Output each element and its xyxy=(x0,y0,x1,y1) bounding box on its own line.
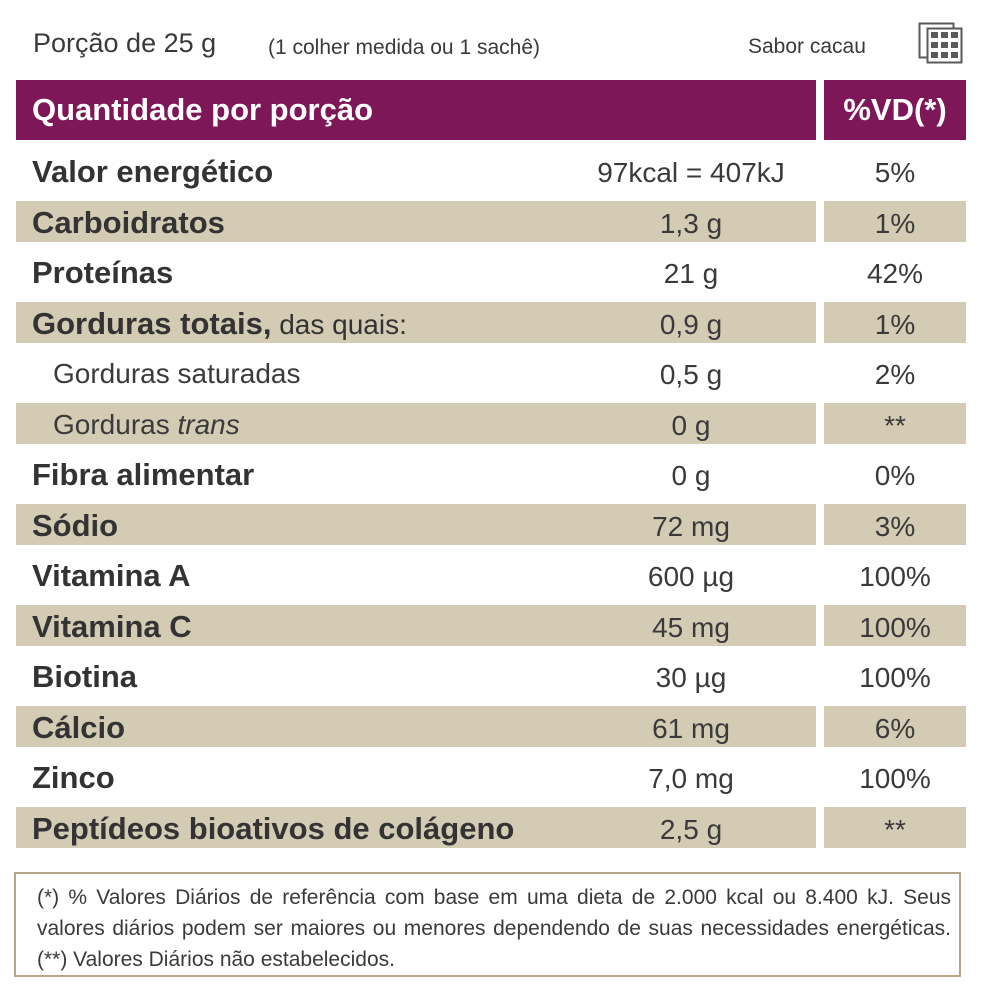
table-row: Gorduras saturadas 0,5 g 2% xyxy=(16,350,966,401)
table-row: Gorduras trans 0 g ** xyxy=(16,401,966,452)
nutrient-name: Valor energético xyxy=(32,154,274,189)
table-row: Cálcio 61 mg 6% xyxy=(16,704,966,755)
nutrient-vd: 5% xyxy=(874,157,916,188)
table-row: Proteínas 21 g 42% xyxy=(16,249,966,300)
table-header: Quantidade por porção %VD(*) xyxy=(16,80,966,140)
table-row: Zinco 7,0 mg 100% xyxy=(16,754,966,805)
nutrient-name: Vitamina A xyxy=(32,558,191,593)
nutrient-vd: 6% xyxy=(874,712,916,744)
nutrient-quantity: 97kcal = 407kJ xyxy=(597,157,785,188)
nutrient-name: Gorduras totais, das quais: xyxy=(32,306,407,342)
nutrient-name-italic: trans xyxy=(177,408,240,440)
nutrient-quantity: 45 mg xyxy=(652,611,730,643)
nutrient-vd: 2% xyxy=(874,359,916,390)
nutrient-vd: ** xyxy=(884,409,906,441)
nutrient-name: Proteínas xyxy=(32,255,174,290)
nutrition-table: Valor energético 97kcal = 407kJ 5% Carbo… xyxy=(16,148,966,855)
nutrient-name: Zinco xyxy=(32,760,115,795)
nutrient-name-main: Gorduras xyxy=(53,408,170,440)
table-row: Biotina 30 µg 100% xyxy=(16,653,966,704)
serving-header: Porção de 25 g (1 colher medida ou 1 sac… xyxy=(0,22,1000,72)
nutrient-quantity: 21 g xyxy=(663,258,719,289)
nutrient-vd: 1% xyxy=(874,308,916,340)
nutrient-quantity: 2,5 g xyxy=(659,813,723,845)
chocolate-bar-icon xyxy=(918,22,963,64)
serving-size: Porção de 25 g xyxy=(33,28,217,58)
table-row: Vitamina A 600 µg 100% xyxy=(16,552,966,603)
nutrient-name: Carboidratos xyxy=(32,204,225,240)
footnote-text: (*) % Valores Diários de referência com … xyxy=(37,886,951,971)
nutrient-vd: 100% xyxy=(859,611,931,643)
nutrient-quantity: 0 g xyxy=(671,409,711,441)
table-row: Gorduras totais, das quais: 0,9 g 1% xyxy=(16,300,966,351)
nutrient-quantity: 30 µg xyxy=(655,662,727,693)
nutrient-quantity: 61 mg xyxy=(652,712,730,744)
table-row: Vitamina C 45 mg 100% xyxy=(16,603,966,654)
nutrient-vd: 3% xyxy=(874,510,916,542)
table-row: Peptídeos bioativos de colágeno 2,5 g ** xyxy=(16,805,966,856)
table-row: Fibra alimentar 0 g 0% xyxy=(16,451,966,502)
header-vd-cell: %VD(*) xyxy=(824,80,966,140)
nutrient-quantity: 0,9 g xyxy=(659,308,723,340)
header-vd: %VD(*) xyxy=(843,92,947,127)
nutrient-quantity: 1,3 g xyxy=(659,207,723,239)
nutrient-vd: 1% xyxy=(874,207,916,239)
table-row: Carboidratos 1,3 g 1% xyxy=(16,199,966,250)
nutrient-name: Biotina xyxy=(32,659,138,694)
nutrient-name: Gorduras trans xyxy=(53,409,240,441)
nutrient-name-suffix: das quais: xyxy=(271,308,407,340)
nutrient-name: Peptídeos bioativos de colágeno xyxy=(32,810,515,846)
nutrient-quantity: 72 mg xyxy=(652,510,730,542)
nutrient-vd: 42% xyxy=(866,258,924,289)
nutrient-name: Gorduras saturadas xyxy=(53,358,301,389)
nutrient-vd: 100% xyxy=(859,662,931,693)
nutrient-vd: ** xyxy=(884,813,906,845)
nutrient-quantity: 600 µg xyxy=(647,561,735,592)
nutrient-name-main: Gorduras totais, xyxy=(32,305,272,341)
table-row: Sódio 72 mg 3% xyxy=(16,502,966,553)
header-quantity-cell: Quantidade por porção xyxy=(16,80,816,140)
flavor-label: Sabor cacau xyxy=(748,35,866,58)
nutrient-vd: 0% xyxy=(874,460,916,491)
nutrient-vd: 100% xyxy=(859,763,931,794)
nutrient-name: Vitamina C xyxy=(32,608,192,644)
footnote-box: (*) % Valores Diários de referência com … xyxy=(14,872,961,977)
serving-measure: (1 colher medida ou 1 sachê) xyxy=(268,36,540,59)
nutrient-quantity: 0,5 g xyxy=(659,359,723,390)
table-row: Valor energético 97kcal = 407kJ 5% xyxy=(16,148,966,199)
header-title: Quantidade por porção xyxy=(32,92,374,127)
nutrient-name: Fibra alimentar xyxy=(32,457,255,492)
nutrient-vd: 100% xyxy=(859,561,931,592)
nutrient-name: Cálcio xyxy=(32,709,126,745)
nutrient-quantity: 7,0 mg xyxy=(648,763,734,794)
nutrient-name: Sódio xyxy=(32,507,119,543)
nutrient-quantity: 0 g xyxy=(671,460,711,491)
